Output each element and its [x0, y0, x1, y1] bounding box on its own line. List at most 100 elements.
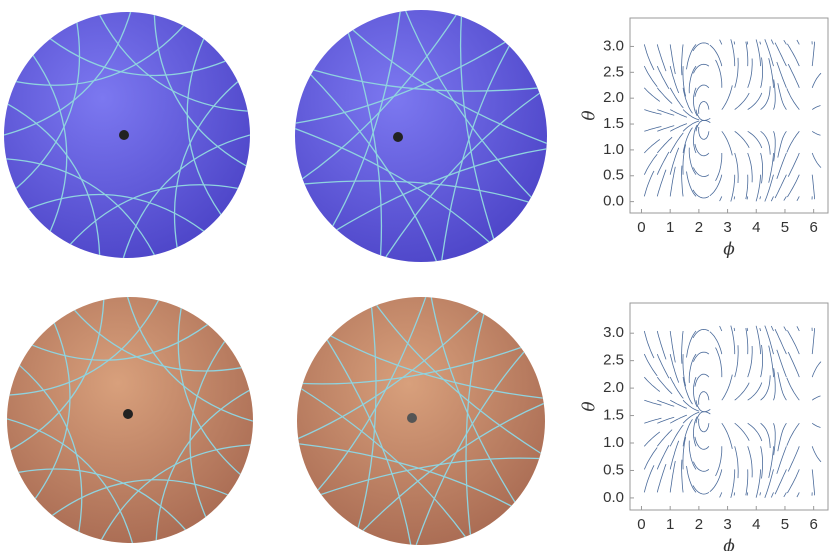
streamline	[771, 40, 773, 45]
streamline	[778, 423, 787, 451]
streamline	[716, 153, 722, 181]
streamline	[765, 326, 774, 355]
streamline	[812, 328, 814, 354]
streamline	[771, 492, 773, 497]
streamline	[761, 446, 763, 478]
y-tick-label: 2.0	[603, 89, 624, 106]
streamline	[716, 446, 722, 476]
streamline	[787, 469, 799, 493]
streamline	[747, 41, 748, 44]
streamline	[797, 40, 799, 44]
streamline	[722, 423, 733, 449]
streamline	[771, 196, 773, 201]
streamline	[693, 462, 709, 472]
y-tick-label: 0.5	[603, 461, 624, 478]
streamline	[765, 469, 774, 497]
streamline	[693, 329, 709, 338]
x-tick-label: 0	[637, 516, 645, 533]
streamline	[657, 44, 666, 71]
streamline	[761, 153, 763, 183]
streamline	[748, 153, 753, 182]
streamline	[774, 368, 776, 400]
streamline	[774, 131, 776, 161]
streamline	[644, 331, 654, 358]
streamline	[746, 175, 748, 199]
streamline	[710, 469, 722, 491]
streamline	[747, 328, 748, 331]
streamline	[797, 326, 799, 331]
streamline	[696, 400, 710, 412]
streamline	[787, 423, 800, 446]
streamline	[644, 377, 660, 391]
streamline	[812, 73, 821, 88]
streamline	[693, 486, 709, 495]
streamline	[761, 423, 771, 448]
streamline	[735, 93, 750, 110]
streamline	[670, 88, 683, 108]
streamline	[812, 106, 820, 110]
streamline	[644, 432, 660, 446]
streamline	[761, 131, 771, 154]
streamline	[657, 331, 666, 359]
x-axis-label: ϕ	[723, 537, 735, 551]
x-tick-label: 5	[781, 219, 789, 236]
streamline	[787, 131, 800, 152]
streamline	[748, 346, 753, 377]
streamline	[787, 88, 800, 109]
y-tick-label: 2.5	[603, 63, 624, 80]
streamline	[716, 60, 722, 88]
streamline	[722, 85, 733, 109]
streamline	[734, 196, 735, 199]
streamline	[748, 446, 753, 477]
streamline	[784, 327, 787, 331]
streamline	[693, 64, 709, 73]
streamline	[760, 492, 761, 495]
streamline	[812, 423, 820, 427]
streamline	[699, 419, 709, 432]
y-tick-label: 2.5	[603, 352, 624, 369]
y-tick-label: 2.0	[603, 379, 624, 396]
streamline	[735, 345, 739, 377]
streamline	[695, 437, 709, 450]
streamline	[644, 140, 660, 154]
plot-frame	[630, 303, 828, 510]
streamline	[699, 392, 709, 405]
streamline	[747, 492, 748, 495]
streamline	[788, 153, 799, 177]
streamline	[693, 190, 709, 198]
streamline	[761, 58, 763, 88]
streamline	[812, 42, 814, 66]
streamline	[720, 196, 722, 201]
streamline	[812, 446, 821, 462]
streamline	[720, 40, 722, 45]
streamline	[716, 348, 722, 378]
streamline	[765, 39, 774, 66]
streamline	[778, 131, 787, 157]
x-tick-label: 0	[637, 219, 645, 236]
streamline	[735, 423, 750, 441]
y-tick-label: 0.0	[603, 489, 624, 506]
streamline	[748, 383, 762, 401]
streamline	[657, 464, 666, 492]
streamline	[756, 469, 761, 497]
streamline	[644, 66, 657, 87]
streamline	[812, 362, 821, 378]
streamline	[747, 196, 748, 199]
streamline	[748, 93, 762, 110]
x-tick-label: 2	[695, 516, 703, 533]
streamline	[771, 326, 773, 331]
streamline	[735, 446, 739, 478]
x-tick-label: 3	[723, 219, 731, 236]
streamline	[748, 59, 753, 88]
streamline	[683, 144, 686, 174]
streamline	[787, 330, 799, 354]
streamline	[787, 378, 800, 400]
streamline	[734, 42, 735, 45]
streamline	[699, 102, 709, 114]
streamline	[734, 492, 735, 495]
streamline	[644, 171, 654, 197]
streamline	[748, 131, 762, 148]
streamline	[787, 175, 799, 197]
streamline	[784, 196, 787, 200]
streamline	[644, 44, 654, 70]
